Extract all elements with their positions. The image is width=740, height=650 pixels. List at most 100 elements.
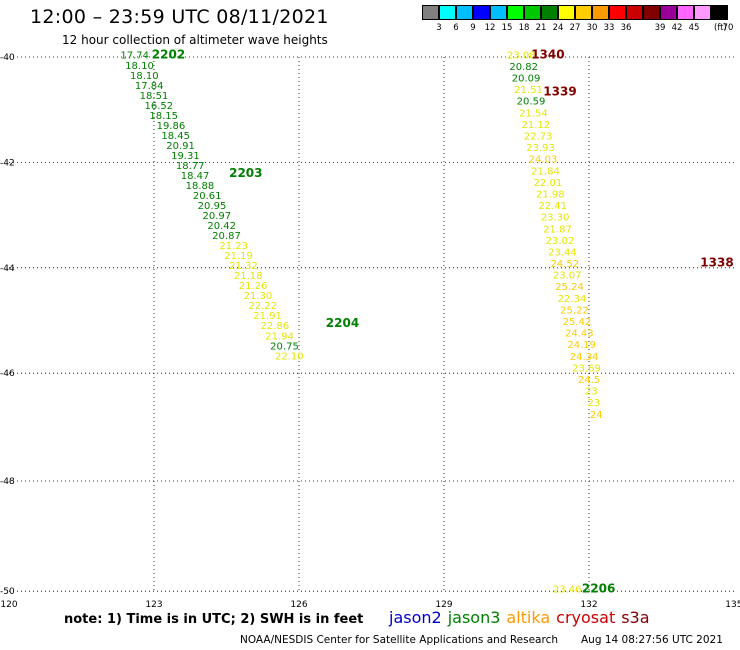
wave-height-reading: 20.59 [517,97,546,108]
map-grid [9,56,734,592]
wave-height-reading: 17.84 [135,81,164,92]
latitude-label: -40 [0,53,15,63]
color-scale-tick-label: 33 [603,23,615,33]
wave-height-reading: 18.10 [130,71,159,82]
wave-height-reading: 21.84 [531,166,560,177]
wave-height-reading: 21.32 [229,261,258,272]
axis-labels: 120 123 126 129 132 135 -40 -42 -44 -46 -48 -50 [0,53,740,610]
latitude-label: -44 [0,264,15,274]
wave-height-reading: 21.19 [224,251,253,262]
wave-height-reading: 23.69 [572,363,601,374]
wave-height-reading: 22.22 [248,301,277,312]
legend-jason2: jason2 [389,608,442,627]
footnote: note: 1) Time is in UTC; 2) SWH is in fe… [64,612,364,627]
color-scale-tick-label: 27 [569,23,581,33]
color-scale-tick-label: 18 [518,23,530,33]
wave-height-reading: 22.34 [558,294,587,305]
color-scale-tick-label: 39 [654,23,666,33]
wave-height-reading: 18.10 [125,61,154,72]
color-swatch [677,5,694,20]
longitude-label: 120 [0,600,17,610]
color-swatch [473,5,490,20]
wave-height-reading: 20.82 [509,62,538,73]
longitude-label: 135 [725,600,740,610]
longitude-label: 129 [435,600,452,610]
latitude-label: -42 [0,158,15,168]
wave-height-reading: 18.47 [181,171,210,182]
wave-height-reading: 21.23 [219,241,248,252]
color-swatch [660,5,677,20]
wave-height-reading: 25.22 [560,305,589,316]
wave-height-reading: 25.24 [555,282,584,293]
wave-height-reading: 18.51 [140,91,169,102]
wave-height-reading: 18.15 [149,111,178,122]
wave-height-reading: 25.42 [563,317,592,328]
wave-height-reading: 23 [587,398,600,409]
color-scale-tick-label: 21 [535,23,547,33]
wave-height-reading: 24.34 [570,352,599,363]
latitude-label: -46 [0,369,15,379]
color-swatch [439,5,456,20]
satellite-legend: jason2 jason3 altika cryosat s3a [389,608,656,627]
wave-height-reading: 16.52 [144,101,173,112]
track-id-label: 2206 [582,581,615,595]
map-subtitle: 12 hour collection of altimeter wave hei… [62,33,328,47]
generation-timestamp: Aug 14 08:27:56 UTC 2021 [581,634,723,646]
wave-height-reading: 23.30 [541,213,570,224]
color-swatch [626,5,643,20]
color-swatch [643,5,660,20]
track-2204: 2204 [326,316,359,330]
altimeter-tracks: 17.7418.1018.1017.8418.5116.5218.1519.86… [120,47,733,595]
legend-altika: altika [506,608,551,627]
wave-height-reading: 20.75 [270,341,299,352]
wave-height-reading: 18.77 [176,161,205,172]
track-1338: 24.5223.0725.2422.3425.2225.4224.4324.19… [550,256,733,421]
color-swatch [592,5,609,20]
color-swatch [524,5,541,20]
color-scale-tick-label: 45 [688,23,700,33]
latitude-label: -48 [0,477,15,487]
color-scale-tick-label: 3 [436,23,442,33]
track-id-label: 2203 [229,166,262,180]
color-scale-tick-label: 6 [453,23,459,33]
track-id-label: 1339 [543,84,576,98]
wave-height-reading: 23 [585,387,598,398]
latitude-label: -50 [0,587,15,597]
wave-height-reading: 24.43 [565,329,594,340]
longitude-label: 132 [580,600,597,610]
color-scale-tick-label: 9 [470,23,476,33]
wave-height-reading: 21.30 [244,291,273,302]
color-scale-tick-label: 70 [722,23,734,33]
color-scale-tick-label: 12 [484,23,496,33]
wave-height-reading: 24 [590,410,603,421]
wave-height-reading: 19.31 [171,151,200,162]
track-id-label: 2204 [326,316,359,330]
wave-height-reading: 17.74 [120,50,149,61]
wave-height-reading: 23.46 [553,584,582,595]
wave-height-reading: 21.12 [521,120,550,131]
legend-jason3: jason3 [447,608,501,627]
wave-height-reading: 21.18 [234,271,263,282]
wave-height-reading: 24.52 [550,259,579,270]
color-swatch [575,5,592,20]
color-swatch [422,5,439,20]
color-scale-tick-label: 42 [671,23,683,33]
wave-height-reading: 23.07 [553,271,582,282]
color-swatch [694,5,711,20]
wave-height-reading: 22.10 [275,351,304,362]
wave-height-reading: 21.94 [265,331,294,342]
track-id-label: 1338 [700,256,733,270]
color-swatch [541,5,558,20]
color-scale-tick-label: 15 [501,23,513,33]
wave-height-reading: 20.87 [212,231,241,242]
map-title: 12:00 – 23:59 UTC 08/11/2021 [30,6,329,28]
color-swatch [609,5,626,20]
wave-height-reading: 20.61 [193,191,222,202]
wave-height-reading: 23.02 [546,236,575,247]
color-scale-unit-label: (ft) [714,23,727,33]
color-swatch [507,5,524,20]
wave-height-reading: 24.19 [567,340,596,351]
wave-height-reading: 23.08 [507,50,536,61]
